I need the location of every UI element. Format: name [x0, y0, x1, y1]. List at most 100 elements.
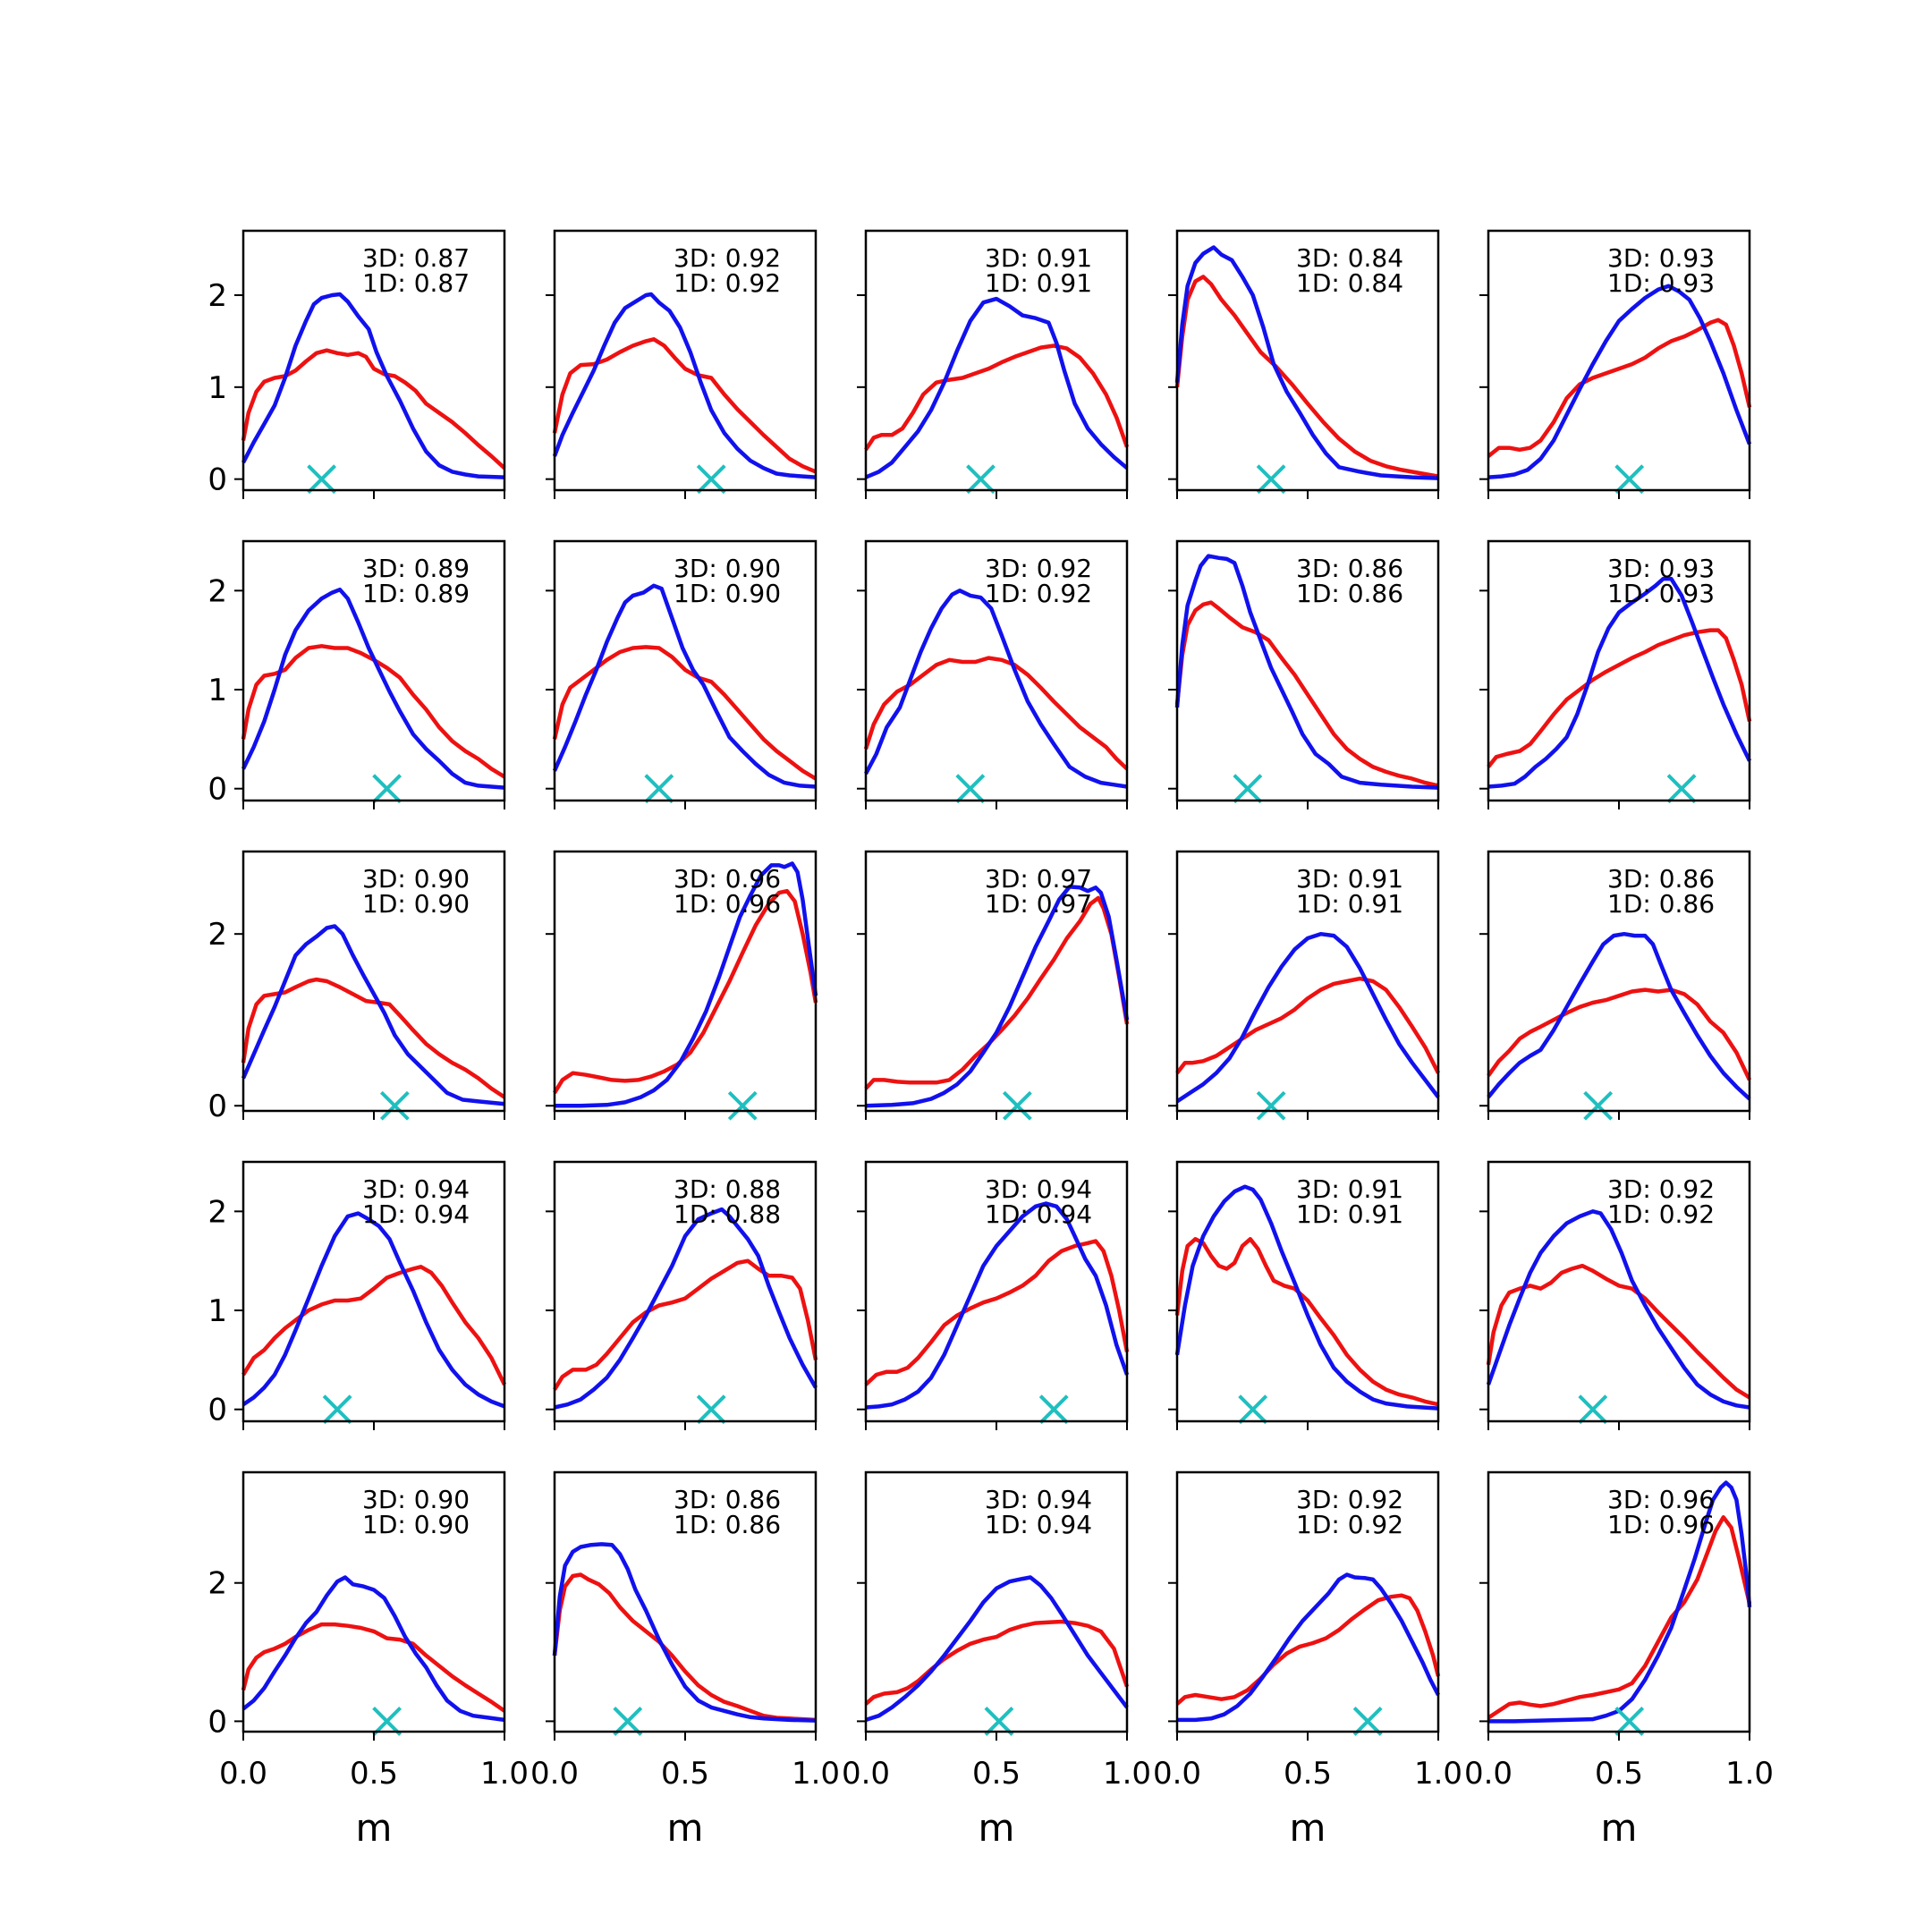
x-tick-label: 1.0 [1103, 1756, 1151, 1792]
red-curve [864, 1619, 1130, 1706]
x-marker-stroke [1578, 1394, 1608, 1425]
label-1d: 1D: 0.86 [674, 1510, 781, 1539]
x-marker-stroke [322, 1394, 352, 1425]
label-3d: 3D: 0.94 [985, 1174, 1092, 1204]
x-tick-label: 0.0 [219, 1756, 267, 1792]
blue-curve [552, 292, 817, 479]
red-curve [241, 348, 506, 470]
label-3d: 3D: 0.91 [1296, 864, 1403, 894]
x-marker-stroke [1256, 1090, 1286, 1121]
x-marker-stroke [613, 1706, 643, 1736]
x-marker-stroke [1002, 1090, 1032, 1121]
red-curve [863, 656, 1129, 771]
x-marker [379, 1090, 410, 1121]
red-curve [1487, 987, 1752, 1081]
x-axis-label: m [356, 1806, 393, 1850]
x-marker-stroke [1352, 1706, 1383, 1736]
label-3d: 3D: 0.84 [1296, 243, 1403, 273]
label-3d: 3D: 0.88 [674, 1174, 781, 1204]
x-marker [727, 1090, 758, 1121]
y-tick-label: 0 [208, 1704, 227, 1740]
blue-curve [1488, 1480, 1752, 1724]
x-tick-label: 0.5 [1284, 1756, 1332, 1792]
label-1d: 1D: 0.92 [674, 268, 781, 298]
red-curve [241, 977, 506, 1099]
x-marker [1578, 1394, 1608, 1425]
label-3d: 3D: 0.92 [985, 554, 1092, 583]
x-axis-label: m [667, 1806, 704, 1850]
red-curve [1174, 600, 1439, 788]
blue-curve [1174, 554, 1439, 790]
label-1d: 1D: 0.91 [1296, 1199, 1403, 1229]
blue-curve [242, 1575, 505, 1723]
x-tick-label: 1.0 [1725, 1756, 1774, 1792]
x-marker [1666, 774, 1697, 804]
x-tick-label: 0.0 [1153, 1756, 1201, 1792]
x-marker-stroke [1233, 774, 1263, 804]
red-curve [1175, 1593, 1441, 1706]
x-marker-stroke [1238, 1394, 1268, 1425]
x-marker-stroke [307, 464, 337, 495]
x-axis-label: m [979, 1806, 1015, 1850]
y-tick-label: 1 [208, 370, 227, 406]
x-marker-stroke [696, 464, 726, 495]
red-curve [552, 337, 817, 474]
x-tick-label: 1.0 [1414, 1756, 1462, 1792]
x-marker [372, 774, 402, 804]
x-marker-stroke [955, 774, 986, 804]
label-1d: 1D: 0.90 [362, 889, 470, 919]
x-marker [1002, 1090, 1032, 1121]
label-1d: 1D: 0.91 [1296, 889, 1403, 919]
label-1d: 1D: 0.87 [362, 268, 470, 298]
y-tick-label: 1 [208, 673, 227, 708]
blue-curve [555, 861, 818, 1108]
x-axis-labels: 0.0 0.5 1.0 m 0.0 0.5 1.0 m 0.0 0.5 1.0 m 0.0 0.5 1.0 m… [219, 1756, 1774, 1850]
red-curve [1174, 1237, 1439, 1407]
y-tick-label: 2 [208, 278, 227, 314]
x-marker [696, 1394, 726, 1425]
label-3d: 3D: 0.86 [1607, 864, 1715, 894]
red-curve [242, 1265, 507, 1385]
label-1d: 1D: 0.96 [674, 889, 781, 919]
red-curve [864, 895, 1130, 1090]
blue-curve [1487, 931, 1751, 1101]
label-3d: 3D: 0.97 [985, 864, 1092, 894]
x-marker-stroke [966, 464, 996, 495]
x-marker-stroke [727, 1090, 758, 1121]
label-1d: 1D: 0.94 [985, 1199, 1092, 1229]
y-tick-label: 2 [208, 1194, 227, 1230]
label-1d: 1D: 0.89 [362, 579, 470, 608]
x-tick-label: 0.5 [1595, 1756, 1643, 1792]
label-3d: 3D: 0.90 [362, 864, 470, 894]
y-tick-label: 1 [208, 1293, 227, 1329]
x-marker [1614, 464, 1645, 495]
y-tick-label: 0 [208, 1393, 227, 1428]
label-1d: 1D: 0.91 [985, 268, 1092, 298]
blue-curve [865, 885, 1130, 1108]
red-curve [552, 645, 818, 781]
label-3d: 3D: 0.86 [1296, 554, 1403, 583]
red-curve [1486, 1263, 1751, 1400]
label-1d: 1D: 0.90 [674, 579, 781, 608]
label-3d: 3D: 0.93 [1607, 554, 1715, 583]
blue-curve [241, 924, 505, 1106]
label-3d: 3D: 0.92 [1296, 1485, 1403, 1514]
red-curve [1175, 976, 1441, 1075]
x-marker [644, 774, 674, 804]
x-axis-label: m [1290, 1806, 1326, 1850]
